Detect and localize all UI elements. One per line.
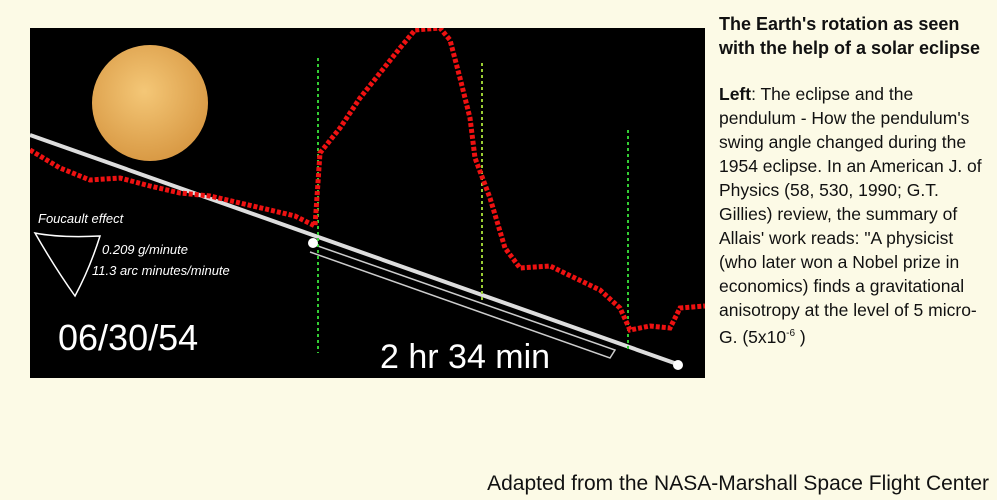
description-tail: ) xyxy=(795,326,806,347)
sun xyxy=(92,45,208,161)
effect-label: Foucault effect xyxy=(38,211,125,226)
dot xyxy=(673,360,683,370)
cone-icon xyxy=(33,231,102,298)
content: Foucault effect 0.209 g/minute 11.3 arc … xyxy=(10,14,991,378)
description-text: : The eclipse and the pendulum - How the… xyxy=(719,84,982,347)
title: The Earth's rotation as seen with the he… xyxy=(719,14,981,58)
swing-curve xyxy=(28,25,706,333)
rate-arc: 11.3 arc minutes/minute xyxy=(92,263,230,278)
bracket xyxy=(309,244,617,359)
date: 06/30/54 xyxy=(58,317,198,358)
dot xyxy=(308,238,318,248)
figure-image: Foucault effect 0.209 g/minute 11.3 arc … xyxy=(28,25,706,376)
figure: Foucault effect 0.209 g/minute 11.3 arc … xyxy=(28,25,706,378)
credit: Adapted from the NASA-Marshall Space Fli… xyxy=(487,472,989,495)
lead: Left xyxy=(719,84,752,104)
exponent: -6 xyxy=(786,328,796,339)
description: Left: The eclipse and the pendulum - How… xyxy=(10,82,991,349)
pendulum-line xyxy=(29,133,681,367)
rate-g: 0.209 g/minute xyxy=(102,242,188,257)
duration: 2 hr 34 min xyxy=(380,338,550,376)
